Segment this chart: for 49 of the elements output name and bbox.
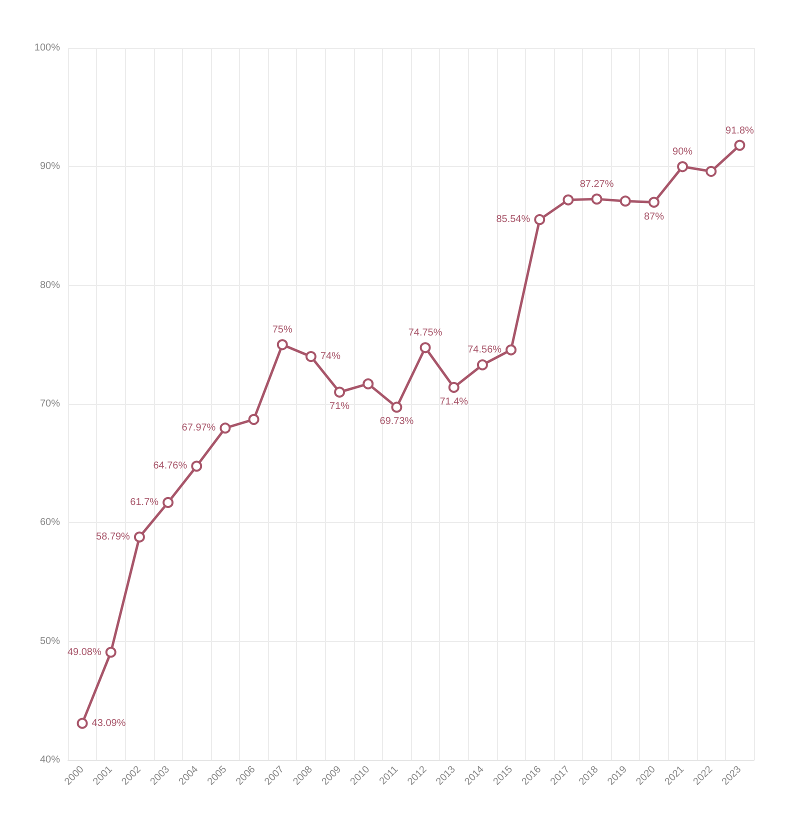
data-label: 49.08% xyxy=(67,646,102,658)
point xyxy=(276,339,288,350)
data-label: 74% xyxy=(320,351,341,362)
data-label: 75% xyxy=(272,324,292,336)
point xyxy=(334,386,346,398)
point xyxy=(391,402,402,413)
point xyxy=(677,161,688,172)
point xyxy=(506,344,517,356)
point xyxy=(162,496,174,508)
data-label: 85.54% xyxy=(496,214,530,226)
data-label: 74.56% xyxy=(468,344,502,356)
point xyxy=(76,718,88,729)
point xyxy=(734,140,746,151)
y-tick-label: 70% xyxy=(40,398,60,410)
point xyxy=(591,194,602,205)
point xyxy=(706,166,717,177)
point xyxy=(134,532,145,543)
point xyxy=(248,414,260,425)
data-label: 64.76% xyxy=(153,460,188,472)
data-label: 90% xyxy=(672,146,693,158)
data-label: 61.7% xyxy=(130,496,159,508)
point xyxy=(191,460,202,472)
point xyxy=(220,422,231,434)
point xyxy=(476,359,488,370)
data-label: 58.79% xyxy=(96,532,130,543)
data-label: 87% xyxy=(644,211,664,222)
point xyxy=(362,378,374,390)
point xyxy=(448,382,460,393)
data-label: 67.97% xyxy=(182,422,216,434)
y-tick-label: 50% xyxy=(40,636,60,647)
data-label: 69.73% xyxy=(380,416,414,428)
y-tick-label: 80% xyxy=(40,280,60,291)
y-tick-label: 100% xyxy=(34,42,60,54)
data-label: 71% xyxy=(330,401,350,412)
point xyxy=(534,214,546,226)
point xyxy=(648,196,660,208)
data-label: 71.4% xyxy=(440,396,468,408)
y-tick-label: 40% xyxy=(40,754,60,766)
data-label: 91.8% xyxy=(726,125,754,136)
data-label: 74.75% xyxy=(408,328,442,339)
data-label: 43.09% xyxy=(92,718,126,729)
point xyxy=(420,342,431,354)
y-tick-label: 60% xyxy=(40,517,60,528)
point xyxy=(562,194,574,206)
data-label: 87.27% xyxy=(580,179,614,190)
point xyxy=(620,196,631,207)
y-tick-label: 90% xyxy=(40,161,60,172)
point xyxy=(105,646,116,658)
point xyxy=(305,351,316,362)
